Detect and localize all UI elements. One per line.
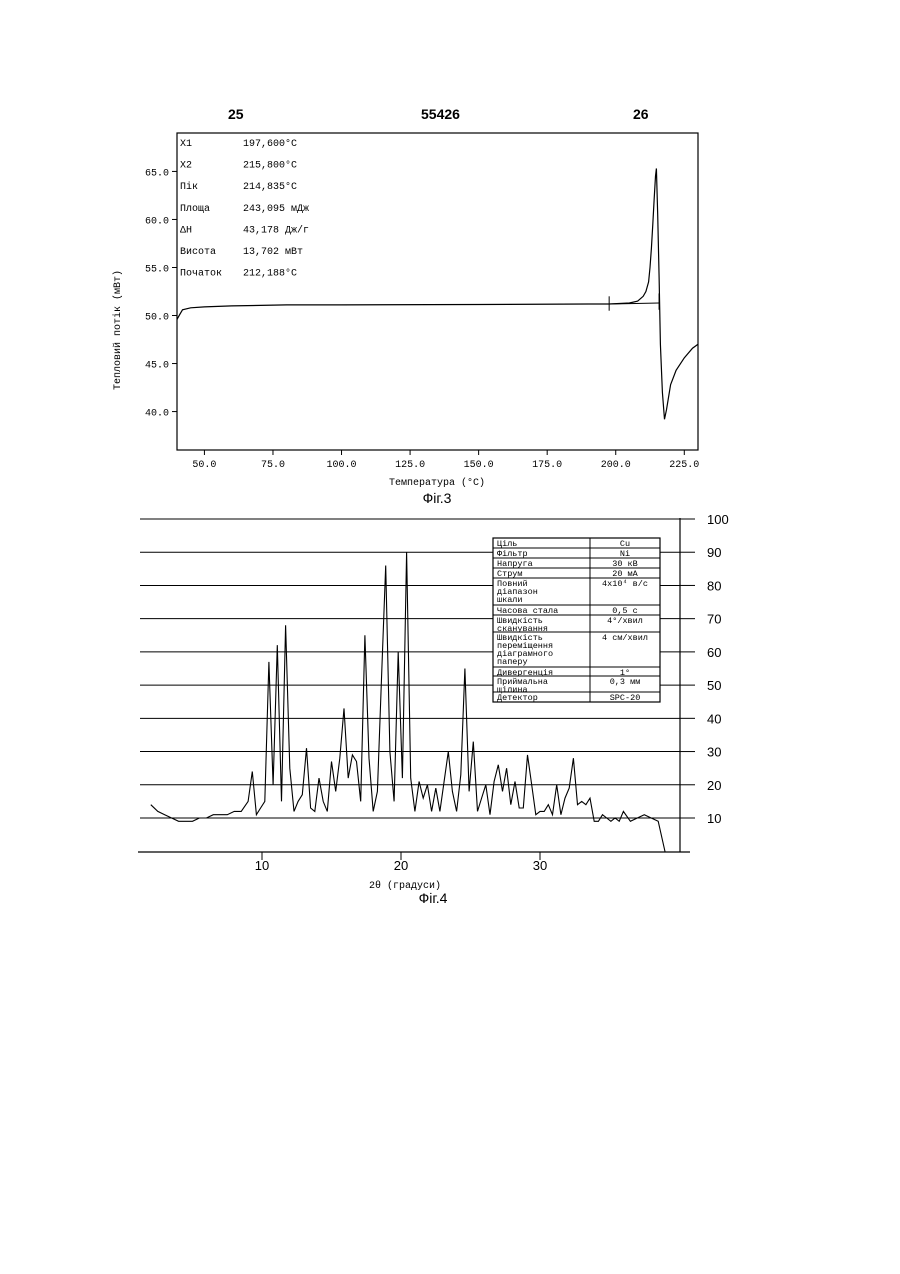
fig3-annotation-label: Площа xyxy=(180,204,210,215)
fig4-param-value: 4°/хвил xyxy=(607,616,643,626)
fig4-x-tick-label: 20 xyxy=(394,858,408,873)
fig3-annotation-label: X1 xyxy=(180,139,192,150)
fig3-y-tick-label: 45.0 xyxy=(145,361,169,372)
fig3-y-tick-label: 65.0 xyxy=(145,168,169,179)
fig3-y-tick-label: 55.0 xyxy=(145,264,169,275)
fig4-y-tick-label: 50 xyxy=(707,678,721,693)
fig4-y-tick-label: 40 xyxy=(707,711,721,726)
fig3-x-tick-label: 50.0 xyxy=(192,460,216,471)
fig4-y-tick-label: 30 xyxy=(707,745,721,760)
fig4-y-tick-label: 100 xyxy=(707,512,729,527)
fig3-x-tick-label: 125.0 xyxy=(395,460,425,471)
fig3-annotation-label: Пік xyxy=(180,181,198,193)
fig4-param-value: SPC-20 xyxy=(610,693,641,703)
fig4-y-tick-label: 20 xyxy=(707,778,721,793)
fig3-x-tick-label: 150.0 xyxy=(464,460,494,471)
fig3-annotation-label: X2 xyxy=(180,161,192,172)
fig3-plot: 40.0 45.0 50.0 55.0 60.0 65.0 50.0 75.0 100.0 12… xyxy=(112,133,699,506)
fig3-y-tick-label: 50.0 xyxy=(145,313,169,324)
fig3-y-axis: 40.0 45.0 50.0 55.0 60.0 65.0 xyxy=(145,168,177,419)
fig3-y-tick-label: 40.0 xyxy=(145,409,169,420)
fig3-plot-frame xyxy=(177,133,698,450)
fig4-y-tick-label: 90 xyxy=(707,545,721,560)
fig4-param-label: Детектор xyxy=(497,693,538,703)
fig3-annotation-value: 243,095 мДж xyxy=(243,204,309,215)
fig4-x-tick-label: 10 xyxy=(255,858,269,873)
fig3-x-tick-label: 225.0 xyxy=(669,460,699,471)
fig4-param-value: 4 см/хвил xyxy=(602,633,648,643)
fig4-x-axis: 10 20 30 xyxy=(255,852,547,873)
fig3-annotation-label: Висота xyxy=(180,247,216,258)
fig4-y-tick-label: 80 xyxy=(707,578,721,593)
fig3-annotation-label: ΔH xyxy=(180,225,192,236)
fig3-annotation-label: Початок xyxy=(180,269,222,280)
fig3-caption: Фіг.3 xyxy=(423,490,452,506)
fig3-y-axis-label: Тепловий потік (мВт) xyxy=(112,270,124,390)
fig4-parameters-table: ЦільCuФільтрNiНапруга30 кВСтрум20 мАПовн… xyxy=(493,538,660,703)
fig4-y-tick-label: 60 xyxy=(707,645,721,660)
fig4-param-label: Швидкістьсканування xyxy=(497,616,548,634)
fig4-y-axis: 10 20 30 40 50 60 70 80 90 100 xyxy=(680,512,729,826)
fig3-annotation-value: 212,188°C xyxy=(243,268,297,280)
fig3-annotations: X1 197,600°C X2 215,800°C Пік 214,835°C Площа 2… xyxy=(180,138,309,280)
fig4-x-tick-label: 30 xyxy=(533,858,547,873)
fig3-annotation-value: 197,600°C xyxy=(243,138,297,150)
fig3-annotation-value: 214,835°C xyxy=(243,181,297,193)
fig3-x-axis: 50.0 75.0 100.0 125.0 150.0 175.0 200.0 225.0 xyxy=(192,450,699,471)
fig3-y-tick-label: 60.0 xyxy=(145,216,169,227)
fig3-x-axis-label: Температура (°C) xyxy=(389,477,485,489)
fig4-caption: Фіг.4 xyxy=(419,890,448,906)
fig4-y-tick-label: 70 xyxy=(707,612,721,627)
fig3-x-tick-label: 200.0 xyxy=(601,460,631,471)
fig3-annotation-value: 43,178 Дж/г xyxy=(243,224,309,236)
fig3-x-tick-label: 75.0 xyxy=(261,460,285,471)
fig4-plot: 10 20 30 40 50 60 70 80 90 100 10 20 30 ЦільCuФільт… xyxy=(138,512,729,906)
fig3-annotation-value: 13,702 мВт xyxy=(243,247,303,258)
fig4-y-tick-label: 10 xyxy=(707,811,721,826)
fig3-x-tick-label: 175.0 xyxy=(532,460,562,471)
fig3-x-tick-label: 100.0 xyxy=(327,460,357,471)
fig4-param-value: 0,3 мм xyxy=(610,677,641,687)
fig3-annotation-value: 215,800°C xyxy=(243,160,297,172)
fig4-param-value: 4x10⁴ в/с xyxy=(602,579,648,589)
